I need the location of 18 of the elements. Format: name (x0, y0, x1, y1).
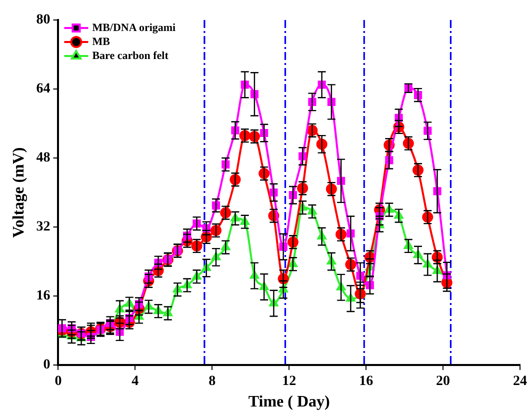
legend-label: Bare carbon felt (92, 50, 169, 62)
legend-label: MB/DNA origami (92, 22, 176, 34)
y-tick-label: 32 (36, 220, 50, 235)
x-tick-label: 24 (513, 374, 527, 390)
y-tick-label: 48 (36, 150, 50, 166)
x-tick-label: 20 (436, 374, 450, 390)
x-tick-label: 16 (359, 374, 374, 390)
y-axis-title: Voltage (mV) (10, 147, 28, 238)
x-tick-label: 0 (54, 374, 62, 390)
y-tick-label: 0 (43, 358, 50, 373)
x-tick-label: 4 (132, 374, 139, 390)
y-tick-label: 80 (36, 12, 50, 28)
x-tick-label: 12 (282, 374, 296, 390)
y-tick-label: 64 (36, 82, 50, 97)
x-tick-label: 8 (208, 374, 216, 390)
x-axis-title: Time ( Day) (248, 394, 330, 411)
legend-label: MB (92, 36, 111, 48)
y-tick-label: 16 (36, 288, 50, 304)
